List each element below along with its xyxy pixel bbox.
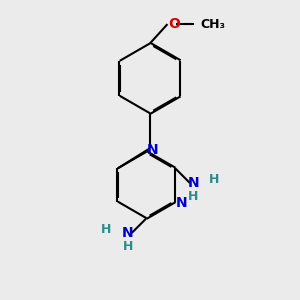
Text: H: H (188, 190, 199, 203)
Text: N: N (176, 196, 188, 210)
Text: O: O (168, 17, 180, 31)
Text: H: H (122, 240, 133, 253)
Text: N: N (122, 226, 134, 240)
Text: N: N (147, 143, 159, 157)
Text: H: H (209, 173, 220, 186)
Text: H: H (101, 223, 112, 236)
Text: CH₃: CH₃ (201, 18, 226, 31)
Text: N: N (188, 176, 199, 190)
